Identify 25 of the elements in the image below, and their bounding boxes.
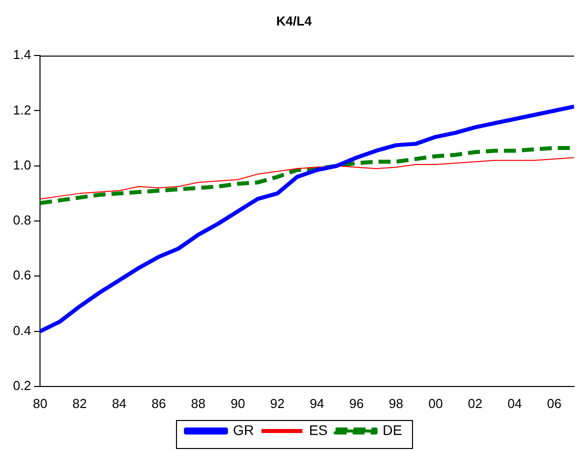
- y-tick-label: 1.0: [12, 157, 32, 172]
- x-tick-label: 06: [546, 396, 562, 411]
- y-tick-label: 0.8: [12, 212, 32, 228]
- legend-label: GR: [232, 422, 254, 438]
- y-tick-label: 0.2: [12, 378, 32, 393]
- y-tick-label: 0.4: [12, 322, 32, 338]
- legend-label: ES: [308, 422, 328, 438]
- legend-label: DE: [382, 422, 402, 438]
- x-tick-label: 94: [310, 396, 324, 411]
- x-tick-label: 86: [151, 396, 166, 411]
- x-tick-label: 00: [428, 396, 443, 411]
- x-tick-label: 82: [72, 396, 87, 411]
- x-tick-label: 88: [191, 396, 206, 411]
- y-tick-label: 1.2: [12, 102, 32, 118]
- y-tick-label: 0.6: [12, 268, 32, 283]
- x-tick-label: 92: [270, 396, 285, 411]
- x-tick-label: 80: [32, 396, 48, 411]
- y-tick-label: 1.4: [12, 47, 32, 62]
- x-tick-label: 04: [507, 396, 522, 411]
- x-tick-label: 96: [349, 396, 364, 411]
- x-tick-label: 90: [230, 396, 246, 411]
- chart-title: K4/L4: [276, 13, 312, 28]
- x-tick-label: 98: [388, 396, 404, 411]
- x-tick-label: 02: [468, 396, 482, 411]
- x-tick-label: 84: [112, 396, 126, 411]
